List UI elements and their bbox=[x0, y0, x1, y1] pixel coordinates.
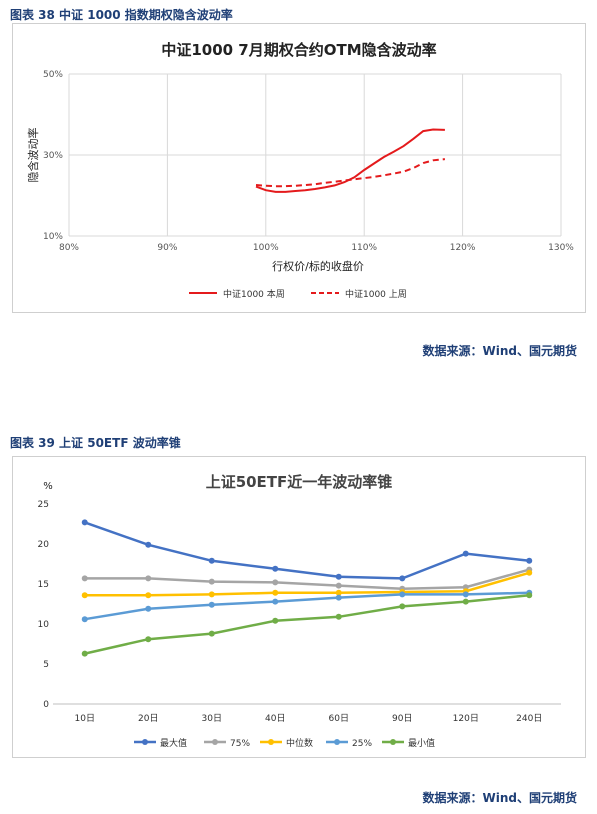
data-point bbox=[335, 589, 342, 596]
legend-marker bbox=[334, 739, 340, 745]
x-tick-label: 90日 bbox=[392, 713, 412, 724]
series-line-last-week bbox=[255, 158, 446, 188]
data-point bbox=[81, 575, 88, 582]
vol-cone-chart-panel: 上证50ETF近一年波动率锥 % 0 5 10 15 20 25 10日 20日 30日 40日 6… bbox=[12, 456, 586, 758]
x-tick-label: 30日 bbox=[202, 713, 222, 724]
data-point bbox=[462, 598, 469, 605]
vol-cone-chart: 上证50ETF近一年波动率锥 % 0 5 10 15 20 25 10日 20日 30日 40日 6… bbox=[38, 473, 561, 749]
figure-1-caption: 图表 38 中证 1000 指数期权隐含波动率 bbox=[10, 8, 233, 22]
legend-marker bbox=[390, 739, 396, 745]
series-line bbox=[84, 591, 530, 621]
data-point bbox=[526, 592, 533, 599]
data-point bbox=[462, 591, 469, 598]
iv-chart: 中证1000 7月期权合约OTM隐含波动率 80% 90% 100% 110% 120%… bbox=[26, 41, 574, 300]
data-point bbox=[272, 589, 279, 596]
data-point bbox=[335, 613, 342, 620]
chart-title: 上证50ETF近一年波动率锥 bbox=[206, 473, 393, 491]
data-point bbox=[399, 603, 406, 610]
legend-marker bbox=[212, 739, 218, 745]
chart-title: 中证1000 7月期权合约OTM隐含波动率 bbox=[161, 41, 436, 59]
y-tick-label: 50% bbox=[43, 70, 63, 80]
x-tick-label: 10日 bbox=[75, 713, 95, 724]
data-point bbox=[526, 569, 533, 576]
series-line bbox=[84, 521, 530, 580]
y-tick-label: 5 bbox=[43, 660, 49, 670]
data-point bbox=[81, 592, 88, 599]
legend-marker bbox=[268, 739, 274, 745]
data-point bbox=[526, 557, 533, 564]
x-tick-label: 120% bbox=[450, 243, 476, 253]
legend-marker bbox=[142, 739, 148, 745]
data-point bbox=[81, 650, 88, 657]
y-tick-label: 10% bbox=[43, 232, 63, 242]
x-tick-label: 100% bbox=[253, 243, 279, 253]
iv-chart-panel: 中证1000 7月期权合约OTM隐含波动率 80% 90% 100% 110% 120%… bbox=[12, 23, 586, 313]
legend-label: 中位数 bbox=[286, 737, 313, 749]
data-point bbox=[145, 541, 152, 548]
y-axis-label: 隐含波动率 bbox=[26, 128, 40, 183]
data-point bbox=[462, 550, 469, 557]
data-point bbox=[81, 616, 88, 623]
data-point bbox=[272, 598, 279, 605]
legend-label: 中证1000 本周 bbox=[223, 288, 285, 300]
data-point bbox=[272, 617, 279, 624]
data-point bbox=[145, 592, 152, 599]
data-point bbox=[145, 636, 152, 643]
series-line bbox=[84, 593, 530, 655]
data-point bbox=[81, 519, 88, 526]
data-point bbox=[272, 579, 279, 586]
data-point bbox=[335, 582, 342, 589]
data-point bbox=[145, 605, 152, 612]
x-tick-label: 110% bbox=[351, 243, 377, 253]
x-tick-label: 60日 bbox=[329, 713, 349, 724]
x-tick-label: 20日 bbox=[138, 713, 158, 724]
x-tick-label: 240日 bbox=[516, 713, 542, 724]
legend-label: 75% bbox=[230, 739, 250, 749]
y-axis-unit: % bbox=[43, 481, 53, 492]
data-point bbox=[272, 565, 279, 572]
y-tick-label: 20 bbox=[38, 540, 50, 550]
legend-label: 中证1000 上周 bbox=[345, 288, 407, 300]
series-line bbox=[84, 568, 530, 591]
data-point bbox=[335, 573, 342, 580]
data-point bbox=[208, 578, 215, 585]
data-point bbox=[399, 575, 406, 582]
x-tick-label: 90% bbox=[157, 243, 177, 253]
y-tick-label: 30% bbox=[43, 151, 63, 161]
series-line-this-week bbox=[255, 128, 445, 193]
y-tick-label: 15 bbox=[38, 580, 49, 590]
y-tick-label: 10 bbox=[38, 620, 50, 630]
x-tick-label: 80% bbox=[59, 243, 79, 253]
data-point bbox=[208, 591, 215, 598]
data-point bbox=[208, 630, 215, 637]
legend-label: 最大值 bbox=[160, 737, 187, 749]
figure-1-source: 数据来源：Wind、国元期货 bbox=[422, 344, 577, 358]
data-point bbox=[335, 594, 342, 601]
x-axis-label: 行权价/标的收盘价 bbox=[272, 259, 364, 273]
y-tick-label: 0 bbox=[43, 700, 49, 710]
data-point bbox=[145, 575, 152, 582]
series-line bbox=[84, 571, 530, 597]
data-point bbox=[208, 557, 215, 564]
x-tick-label: 120日 bbox=[453, 713, 479, 724]
legend-label: 25% bbox=[352, 739, 372, 749]
figure-2-source: 数据来源：Wind、国元期货 bbox=[422, 791, 577, 805]
figure-2-caption: 图表 39 上证 50ETF 波动率锥 bbox=[10, 436, 181, 450]
y-tick-label: 25 bbox=[38, 500, 49, 510]
x-tick-label: 40日 bbox=[265, 713, 285, 724]
legend-label: 最小值 bbox=[408, 737, 435, 749]
data-point bbox=[399, 591, 406, 598]
data-point bbox=[208, 601, 215, 608]
x-tick-label: 130% bbox=[548, 243, 574, 253]
